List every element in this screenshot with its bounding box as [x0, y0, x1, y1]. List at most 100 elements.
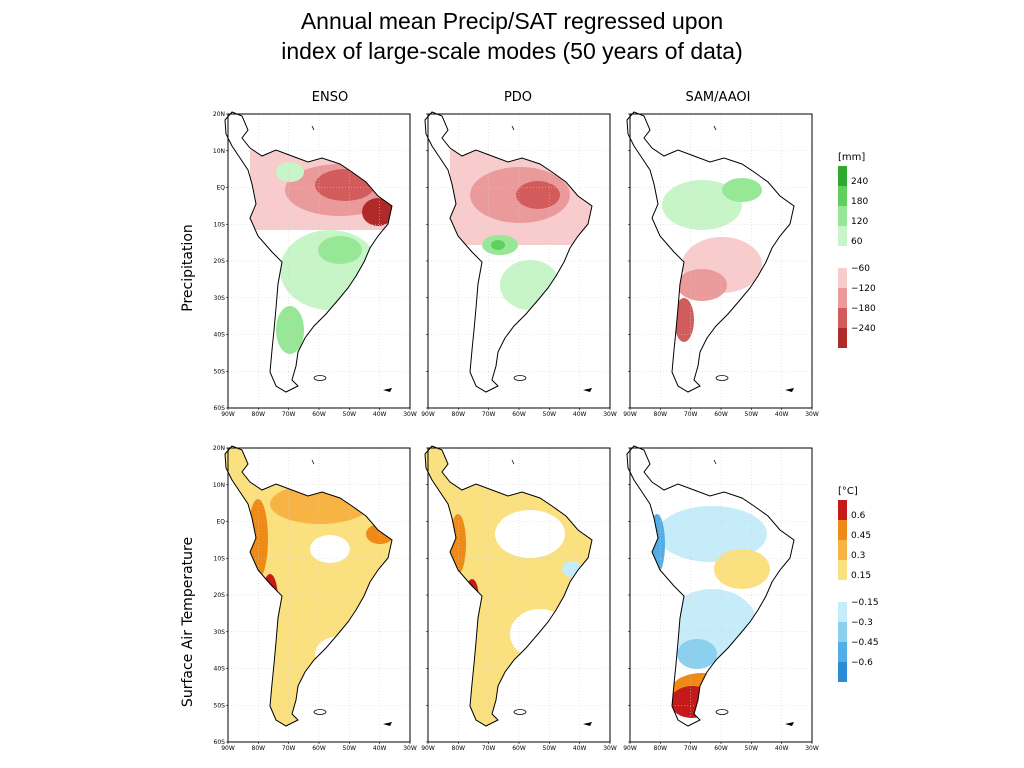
lon-tick-label: 40W: [775, 411, 789, 418]
colorbar-label: 0.45: [851, 531, 871, 541]
lon-tick-label: 30W: [603, 745, 617, 752]
colorbar-swatch: [838, 662, 847, 682]
south-georgia: [583, 722, 592, 726]
colorbar-unit: [°C]: [838, 486, 858, 497]
figure-title: Annual mean Precip/SAT regressed upon in…: [0, 6, 1024, 66]
lat-tick-label: EQ: [216, 519, 225, 526]
panel-precip-sam: 90W 80W 70W 60W 50W 40W 30W: [623, 111, 819, 418]
falkland-islands: [313, 709, 327, 715]
lat-tick-label: 60S: [214, 739, 226, 746]
falkland-islands: [715, 375, 729, 381]
lon-tick-label: 90W: [221, 745, 235, 752]
lon-tick-label: 80W: [252, 411, 266, 418]
lat-tick-label: 30S: [214, 629, 226, 636]
caribbean-islet: [713, 125, 717, 131]
lat-tick-label: 50S: [214, 702, 226, 709]
lon-tick-label: 50W: [343, 411, 357, 418]
colorbar-label: 60: [851, 237, 863, 247]
colorbar-swatch: [838, 602, 847, 622]
column-title-sam: SAM/AAOI: [686, 90, 751, 105]
colorbar-label: 240: [851, 177, 868, 187]
caribbean-islet: [713, 459, 717, 465]
shading-field: [662, 178, 762, 342]
lon-tick-label: 60W: [714, 745, 728, 752]
panel-sat-sam: 90W 80W 70W 60W 50W 40W 30W: [623, 445, 819, 752]
coastline: [224, 445, 393, 727]
colorbar-swatch: [838, 186, 847, 206]
lon-tick-label: 80W: [252, 745, 266, 752]
lon-tick-label: 50W: [343, 745, 357, 752]
caribbean-islet: [311, 125, 315, 131]
lon-tick-label: 60W: [512, 745, 526, 752]
coastline: [424, 445, 593, 727]
lat-tick-label: 20S: [214, 592, 226, 599]
south-georgia: [583, 388, 592, 392]
colorbar-label: 0.3: [851, 551, 865, 561]
lon-tick-label: 50W: [745, 745, 759, 752]
lon-tick-label: 30W: [403, 411, 417, 418]
colorbar-label: −180: [851, 304, 876, 314]
lon-tick-label: 60W: [512, 411, 526, 418]
lat-tick-label: 10N: [213, 482, 225, 489]
lat-tick-label: 20N: [213, 445, 225, 452]
lat-tick-label: 10S: [214, 555, 226, 562]
lon-tick-label: 50W: [745, 411, 759, 418]
lon-tick-label: 50W: [543, 411, 557, 418]
caribbean-islet: [311, 459, 315, 465]
lon-tick-label: 30W: [805, 411, 819, 418]
lat-tick-label: 20S: [214, 258, 226, 265]
lon-tick-label: 40W: [775, 745, 789, 752]
colorbar-swatch: [838, 560, 847, 580]
panel-sat-enso: 90W 80W 70W 60W 50W 40W 30W 20N 10N EQ 10S 20S 30S 40…: [213, 445, 417, 752]
title-line-2: index of large-scale modes (50 years of …: [281, 38, 743, 64]
falkland-islands: [715, 709, 729, 715]
lon-tick-label: 70W: [282, 411, 296, 418]
lat-tick-label: 10N: [213, 148, 225, 155]
colorbar-sat: [°C] 0.6 0.45 0.3 0.15 −0.15 −0.3 −0.45 −0.6: [838, 486, 879, 682]
lon-tick-label: 30W: [603, 411, 617, 418]
lon-tick-label: 50W: [543, 745, 557, 752]
column-title-enso: ENSO: [312, 90, 348, 105]
falkland-islands: [513, 709, 527, 715]
lon-tick-label: 40W: [373, 745, 387, 752]
south-georgia: [383, 722, 392, 726]
coastline: [224, 111, 393, 393]
colorbar-unit: [mm]: [838, 152, 865, 163]
colorbar-swatch: [838, 520, 847, 540]
lat-tick-label: 60S: [214, 405, 226, 412]
coastline: [424, 111, 593, 393]
lon-tick-label: 60W: [714, 411, 728, 418]
coastline: [626, 445, 795, 727]
lon-tick-label: 90W: [623, 745, 637, 752]
colorbar-label: 120: [851, 217, 868, 227]
colorbar-precip: [mm] 240 180 120 60 −60 −120 −180 −240: [838, 152, 876, 348]
colorbar-swatch: [838, 206, 847, 226]
lat-tick-label: EQ: [216, 185, 225, 192]
lat-tick-label: 30S: [214, 295, 226, 302]
lat-tick-label: 40S: [214, 666, 226, 673]
colorbar-label: −0.3: [851, 618, 873, 628]
lon-tick-label: 60W: [312, 411, 326, 418]
colorbar-swatch: [838, 328, 847, 348]
lon-tick-label: 70W: [482, 411, 496, 418]
colorbar-swatch: [838, 622, 847, 642]
south-georgia: [785, 388, 794, 392]
lon-tick-label: 80W: [452, 411, 466, 418]
colorbar-swatch: [838, 642, 847, 662]
lat-tick-label: 20N: [213, 111, 225, 118]
lon-tick-label: 40W: [573, 411, 587, 418]
colorbar-swatch: [838, 166, 847, 186]
lon-tick-label: 90W: [623, 411, 637, 418]
colorbar-label: 0.15: [851, 571, 871, 581]
panel-sat-pdo: 90W 80W 70W 60W 50W 40W 30W: [421, 445, 617, 752]
lon-tick-label: 40W: [373, 411, 387, 418]
lon-tick-label: 80W: [452, 745, 466, 752]
lon-tick-label: 90W: [421, 411, 435, 418]
coastline: [626, 111, 795, 393]
panel-precip-enso: 90W 80W 70W 60W 50W 40W 30W 20N 10N EQ 10S 20S 30S 40…: [213, 111, 417, 418]
south-georgia: [785, 722, 794, 726]
lon-tick-label: 70W: [482, 745, 496, 752]
caribbean-islet: [511, 125, 515, 131]
colorbar-label: −0.45: [851, 638, 879, 648]
colorbar-label: −240: [851, 324, 876, 334]
